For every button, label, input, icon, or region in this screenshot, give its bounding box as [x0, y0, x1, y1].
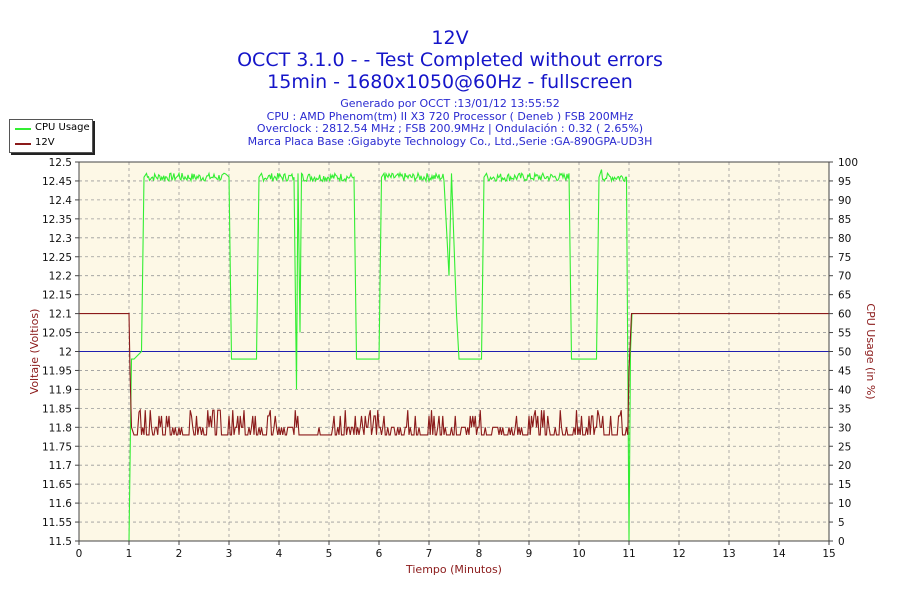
y-left-tick-label: 11.8	[49, 422, 72, 434]
y-left-tick-label: 12.4	[49, 195, 73, 207]
y-right-tick-label: 45	[838, 365, 851, 377]
y-left-tick-label: 12.15	[42, 290, 72, 302]
y-left-tick-label: 12.2	[49, 271, 72, 283]
y-right-tick-label: 30	[838, 422, 851, 434]
y-left-tick-label: 11.85	[42, 403, 72, 415]
info-motherboard: Marca Placa Base :Gigabyte Technology Co…	[247, 134, 653, 148]
legend-swatch-cpu	[15, 128, 31, 130]
y-axis-right-label: CPU Usage (in %)	[864, 303, 877, 399]
info-overclock: Overclock : 2812.54 MHz ; FSB 200.9MHz |…	[256, 122, 644, 135]
y-left-tick-label: 11.5	[49, 536, 72, 548]
y-right-tick-label: 85	[838, 214, 851, 226]
x-tick-label: 0	[76, 548, 83, 560]
y-right-tick-label: 35	[838, 403, 851, 415]
x-tick-label: 15	[822, 548, 835, 560]
legend-item-cpu: CPU Usage	[10, 122, 92, 135]
legend-swatch-12v	[15, 143, 31, 145]
y-left-tick-label: 11.55	[42, 517, 72, 529]
y-right-tick-label: 50	[838, 347, 851, 359]
chart-subtitle-config: 15min - 1680x1050@60Hz - fullscreen	[267, 71, 633, 93]
chart-title: 12V	[431, 27, 469, 49]
y-left-tick-label: 11.6	[49, 498, 73, 510]
y-right-tick-label: 80	[838, 233, 851, 245]
x-tick-label: 8	[476, 548, 483, 560]
y-right-tick-label: 0	[838, 536, 845, 548]
legend-item-12v: 12V	[10, 137, 92, 150]
x-tick-label: 9	[526, 548, 533, 560]
x-tick-label: 13	[722, 548, 735, 560]
y-right-tick-label: 55	[838, 328, 851, 340]
y-left-tick-label: 11.9	[49, 384, 72, 396]
y-left-tick-label: 11.65	[42, 479, 72, 491]
y-right-tick-label: 65	[838, 290, 851, 302]
chart-subtitle-status: OCCT 3.1.0 - - Test Completed without er…	[237, 49, 663, 71]
legend-label-cpu: CPU Usage	[35, 122, 90, 133]
y-left-tick-label: 11.95	[42, 365, 72, 377]
x-tick-label: 11	[622, 548, 635, 560]
series-line-12v	[79, 313, 829, 436]
y-left-tick-label: 12.3	[49, 233, 72, 245]
info-cpu: CPU : AMD Phenom(tm) II X3 720 Processor…	[266, 109, 634, 123]
x-tick-label: 12	[672, 548, 685, 560]
y-left-tick-label: 11.7	[49, 460, 72, 472]
y-left-tick-label: 11.75	[42, 441, 72, 453]
y-right-tick-label: 90	[838, 195, 851, 207]
y-left-tick-label: 12.1	[49, 309, 72, 321]
info-generated: Generado por OCCT :13/01/12 13:55:52	[340, 97, 560, 110]
x-tick-label: 10	[572, 548, 585, 560]
x-tick-label: 7	[426, 548, 433, 560]
x-axis-label: Tiempo (Minutos)	[405, 563, 502, 576]
y-right-tick-label: 40	[838, 384, 851, 396]
y-right-tick-label: 100	[838, 157, 858, 169]
y-axis-left-ticks: 11.5 11.55 11.6 11.65 11.7 11.75 11.8 11.85 11.9…	[42, 157, 79, 548]
chart-titles: 12V OCCT 3.1.0 - - Test Completed withou…	[0, 0, 900, 148]
x-tick-label: 5	[326, 548, 333, 560]
y-left-tick-label: 12.05	[42, 328, 72, 340]
x-tick-label: 6	[376, 548, 383, 560]
x-tick-label: 4	[276, 548, 283, 560]
y-left-tick-label: 12	[59, 347, 72, 359]
x-axis-ticks: 0 1 2 3 4 5 6 7 8 9 10 11 12 13 14 15	[76, 541, 836, 560]
x-tick-label: 3	[226, 548, 233, 560]
y-axis-left-label: Voltaje (Voltios)	[28, 309, 41, 395]
x-tick-label: 1	[126, 548, 133, 560]
x-tick-label: 14	[772, 548, 786, 560]
y-left-tick-label: 12.5	[49, 157, 72, 169]
y-axis-right-ticks: 0 5 10 15 20 25 30 35 40 45 50 55 60 65 70 75 80 85 90 95 10…	[829, 157, 858, 548]
x-tick-label: 2	[176, 548, 183, 560]
legend-label-12v: 12V	[35, 137, 55, 148]
y-right-tick-label: 60	[838, 309, 851, 321]
legend: CPU Usage 12V	[9, 119, 93, 153]
y-right-tick-label: 25	[838, 441, 851, 453]
y-right-tick-label: 75	[838, 252, 851, 264]
y-right-tick-label: 70	[838, 271, 851, 283]
y-right-tick-label: 10	[838, 498, 851, 510]
plot-border	[78, 161, 830, 542]
y-left-tick-label: 12.35	[42, 214, 72, 226]
y-left-tick-label: 12.45	[42, 176, 72, 188]
series-line-cpu-usage	[79, 169, 634, 542]
y-right-tick-label: 95	[838, 176, 851, 188]
y-right-tick-label: 15	[838, 479, 851, 491]
y-left-tick-label: 12.25	[42, 252, 72, 264]
y-right-tick-label: 5	[838, 517, 845, 529]
y-right-tick-label: 20	[838, 460, 851, 472]
